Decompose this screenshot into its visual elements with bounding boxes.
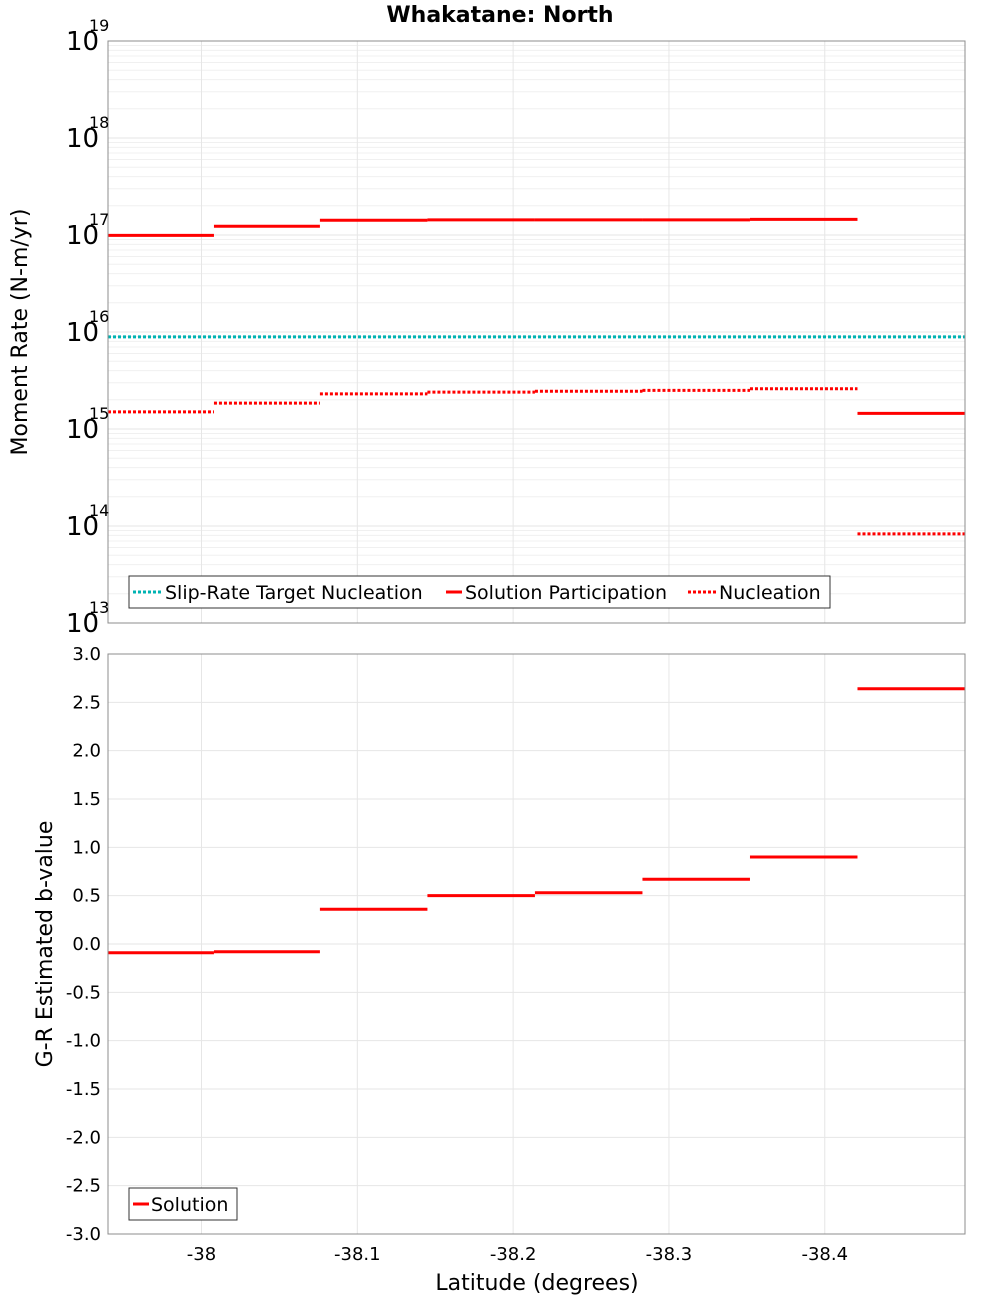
x-tick-label: -38.2 (490, 1244, 537, 1265)
chart-title: Whakatane: North (386, 3, 613, 28)
x-tick-label: -38.4 (801, 1244, 848, 1265)
y-tick-exponent: 18 (89, 113, 109, 132)
x-tick-label: -38.1 (334, 1244, 381, 1265)
moment-rate-grid (108, 40, 965, 624)
b-series-0 (108, 687, 965, 955)
legend-label-nucleation: Nucleation (719, 582, 821, 604)
series-2 (108, 387, 965, 536)
y-tick-exponent: 15 (89, 404, 109, 423)
y-tick-exponent: 19 (89, 16, 109, 35)
x-ticks: -38 -38.1 -38.2 -38.3 -38.4 (187, 1244, 848, 1265)
b-value-plot-frame (107, 653, 966, 1235)
legend-label-target: Slip-Rate Target Nucleation (165, 582, 423, 604)
y-tick-label: -0.5 (66, 982, 101, 1003)
legend-label-participation: Solution Participation (465, 582, 667, 604)
x-tick-label: -38 (187, 1244, 216, 1265)
b-value-series (108, 687, 965, 955)
moment-rate-plot-frame (107, 40, 966, 624)
b-value-grid (108, 653, 965, 1235)
moment-rate-y-axis-label: Moment Rate (N-m/yr) (8, 209, 33, 456)
y-tick-base: 10 (66, 415, 99, 445)
y-tick-label: 2.5 (72, 692, 101, 713)
b-value-y-ticks: 3.0 2.5 2.0 1.5 1.0 0.5 0.0 -0.5 -1.0 -1.5 -2.0 -2.… (66, 644, 101, 1245)
y-tick-label: 1.5 (72, 789, 101, 810)
y-tick-label: 0.5 (72, 886, 101, 907)
y-tick-label: 3.0 (72, 644, 101, 665)
y-tick-base: 10 (66, 221, 99, 251)
y-tick-label: -1.5 (66, 1079, 101, 1100)
y-tick-exponent: 17 (89, 210, 109, 229)
y-tick-base: 10 (66, 609, 99, 639)
y-tick-base: 10 (66, 512, 99, 542)
legend-label-solution: Solution (151, 1194, 228, 1216)
y-tick-label: -2.0 (66, 1127, 101, 1148)
y-tick-exponent: 13 (89, 598, 109, 617)
y-tick-label: -1.0 (66, 1031, 101, 1052)
b-value-legend: Solution (128, 1187, 238, 1221)
x-tick-label: -38.3 (646, 1244, 693, 1265)
y-tick-exponent: 14 (89, 501, 109, 520)
b-value-y-axis-label: G-R Estimated b-value (33, 821, 58, 1068)
y-tick-base: 10 (66, 124, 99, 154)
moment-rate-series (108, 217, 965, 536)
y-tick-exponent: 16 (89, 307, 109, 326)
y-tick-label: -3.0 (66, 1224, 101, 1245)
y-tick-base: 10 (66, 27, 99, 57)
y-tick-label: 2.0 (72, 741, 101, 762)
series-1 (108, 217, 965, 415)
x-axis-label: Latitude (degrees) (435, 1271, 638, 1296)
y-tick-label: 1.0 (72, 837, 101, 858)
b-value-panel: 3.0 2.5 2.0 1.5 1.0 0.5 0.0 -0.5 -1.0 -1.5 -2.0 -2.… (33, 644, 966, 1296)
y-tick-base: 10 (66, 318, 99, 348)
y-tick-label: -2.5 (66, 1176, 101, 1197)
y-tick-label: 0.0 (72, 934, 101, 955)
moment-rate-legend: Slip-Rate Target Nucleation Solution Par… (128, 575, 831, 609)
